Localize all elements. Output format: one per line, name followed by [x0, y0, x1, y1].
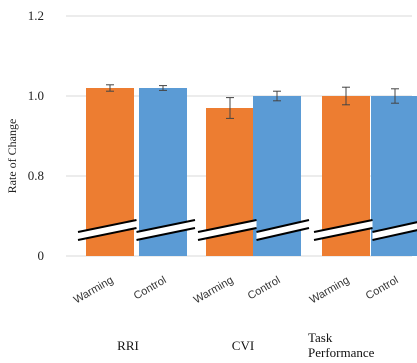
category-label: Warming	[308, 274, 352, 306]
axis-break-line	[197, 219, 257, 233]
axis-break-line	[136, 227, 196, 241]
y-tick-label: 1.0	[28, 88, 44, 103]
y-tick-label: 0	[38, 248, 45, 263]
axis-break-line	[136, 219, 196, 233]
axis-break-band	[314, 220, 373, 240]
axis-break-band	[256, 220, 309, 240]
axis-break-band	[198, 220, 257, 240]
axis-break-line	[77, 227, 137, 241]
axis-break-line	[256, 219, 310, 233]
axis-break-line	[372, 229, 417, 241]
axis-break-line	[313, 227, 373, 241]
y-axis-label: Rate of Change	[5, 119, 19, 194]
y-tick-label: 0.8	[28, 168, 44, 183]
category-label: Control	[364, 274, 401, 302]
category-label: Warming	[192, 274, 236, 306]
axis-break-line	[197, 227, 257, 241]
category-label: Warming	[72, 274, 116, 306]
group-label: CVI	[232, 338, 254, 353]
axis-break-band	[136, 220, 195, 240]
axis-break-band	[78, 220, 137, 240]
axis-break-line	[372, 221, 417, 233]
error-bars	[106, 84, 399, 119]
axis-break-band	[372, 222, 417, 240]
y-tick-label: 1.2	[28, 8, 44, 23]
group-label: Task Performance	[308, 330, 375, 360]
axis-break-line	[313, 219, 373, 233]
category-label: Control	[132, 274, 169, 302]
axis-break-line	[256, 227, 310, 241]
category-label: Control	[246, 274, 283, 302]
group-label: RRI	[117, 338, 139, 353]
axis-break-line	[77, 219, 137, 233]
axis-break-marks	[77, 219, 417, 241]
bars	[86, 88, 417, 256]
